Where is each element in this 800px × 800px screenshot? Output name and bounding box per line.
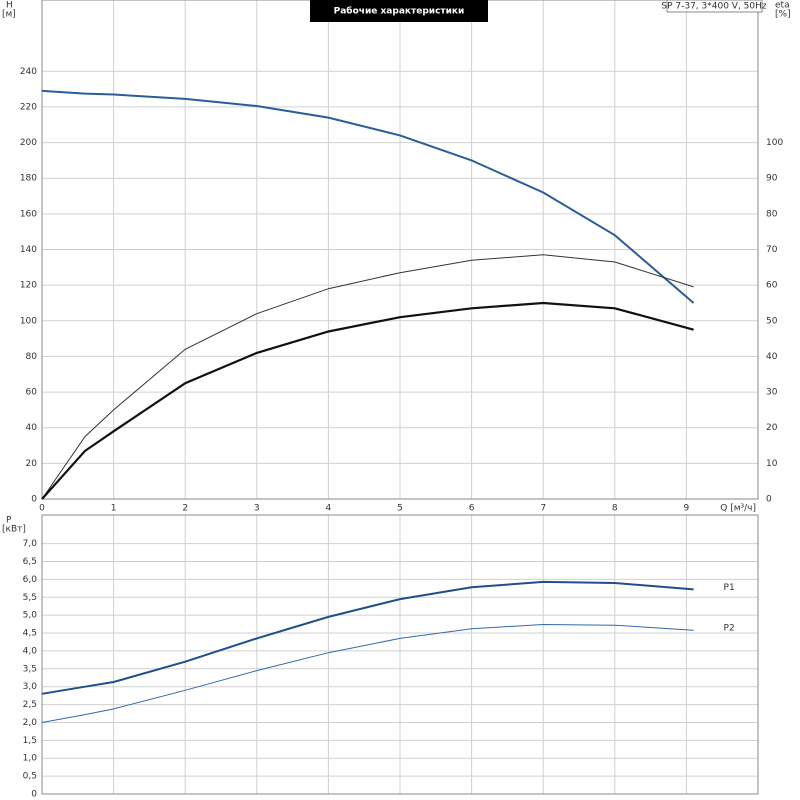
- y-tick-label: 1,5: [23, 736, 37, 746]
- y2-tick-label: 90: [766, 174, 778, 184]
- chart-title: Рабочие характеристики: [334, 6, 465, 17]
- y-tick-label: 3,0: [23, 682, 38, 692]
- y-tick-label: 1,0: [23, 754, 38, 764]
- x-tick-label: 7: [540, 504, 546, 514]
- y-tick-label: 5,0: [23, 611, 38, 621]
- y-tick-label: 6,5: [23, 557, 37, 567]
- x-tick-label: 0: [39, 504, 45, 514]
- series-line: [41, 580, 694, 695]
- x-tick-label: 2: [182, 504, 188, 514]
- x-tick-label: 4: [326, 504, 332, 514]
- y-axis-label: P: [6, 516, 12, 526]
- y-tick-label: 3,5: [23, 664, 37, 674]
- y-tick-label: 180: [20, 174, 37, 184]
- y-tick-label: 40: [26, 423, 38, 433]
- y-tick-label: 6,0: [23, 575, 38, 585]
- series-label: P1: [724, 583, 735, 593]
- y-tick-label: 4,5: [23, 629, 37, 639]
- annotation-box: [666, 0, 763, 13]
- y-tick-label: 160: [20, 209, 37, 219]
- series-line: [41, 623, 694, 723]
- plot-frame: [41, 514, 759, 795]
- y2-tick-label: 60: [766, 281, 778, 291]
- y-tick-label: 0,5: [23, 772, 37, 782]
- series-line: [41, 254, 694, 500]
- series-label: P2: [724, 624, 735, 634]
- x-tick-label: 1: [111, 504, 117, 514]
- y-tick-label: 20: [26, 459, 38, 469]
- plot-frame: [41, 0, 759, 500]
- y-tick-label: 2,5: [23, 700, 37, 710]
- y-tick-label: 2,0: [23, 718, 38, 728]
- y-axis-unit: [кВт]: [2, 525, 26, 535]
- y2-tick-label: 10: [766, 459, 778, 469]
- annotation: SP 7-37, 3*400 V, 50Hz: [661, 2, 767, 12]
- x-tick-label: 6: [469, 504, 475, 514]
- y2-tick-label: 20: [766, 423, 778, 433]
- y2-tick-label: 30: [766, 388, 778, 398]
- y-tick-label: 120: [20, 281, 37, 291]
- title-box: [310, 0, 488, 22]
- y-tick-label: 240: [20, 67, 37, 77]
- y-tick-label: 60: [26, 388, 38, 398]
- x-tick-label: 3: [254, 504, 260, 514]
- y2-tick-label: 40: [766, 352, 778, 362]
- x-tick-label: 8: [612, 504, 618, 514]
- series-line: [41, 89, 695, 304]
- y-tick-label: 200: [20, 138, 37, 148]
- y2-tick-label: 0: [766, 495, 772, 505]
- y-tick-label: 0: [31, 495, 37, 505]
- y2-tick-label: 70: [766, 245, 778, 255]
- y-tick-label: 140: [20, 245, 37, 255]
- y-tick-label: 100: [20, 316, 37, 326]
- y-tick-label: 0: [31, 790, 37, 800]
- y2-tick-label: 80: [766, 209, 778, 219]
- x-tick-label: 5: [397, 504, 403, 514]
- y-tick-label: 5,5: [23, 593, 37, 603]
- y-tick-label: 220: [20, 102, 37, 112]
- y2-axis-unit: [%]: [775, 10, 791, 20]
- y-axis-unit: [м]: [2, 10, 16, 20]
- y-axis-label: H: [6, 1, 13, 11]
- y2-tick-label: 100: [766, 138, 783, 148]
- y-tick-label: 80: [26, 352, 38, 362]
- x-axis-label: Q [м³/ч]: [720, 504, 756, 514]
- y2-tick-label: 50: [766, 316, 778, 326]
- y-tick-label: 4,0: [23, 646, 38, 656]
- y2-axis-label: eta: [775, 1, 790, 11]
- y-tick-label: 7,0: [23, 539, 38, 549]
- x-tick-label: 9: [684, 504, 690, 514]
- series-line: [41, 301, 694, 500]
